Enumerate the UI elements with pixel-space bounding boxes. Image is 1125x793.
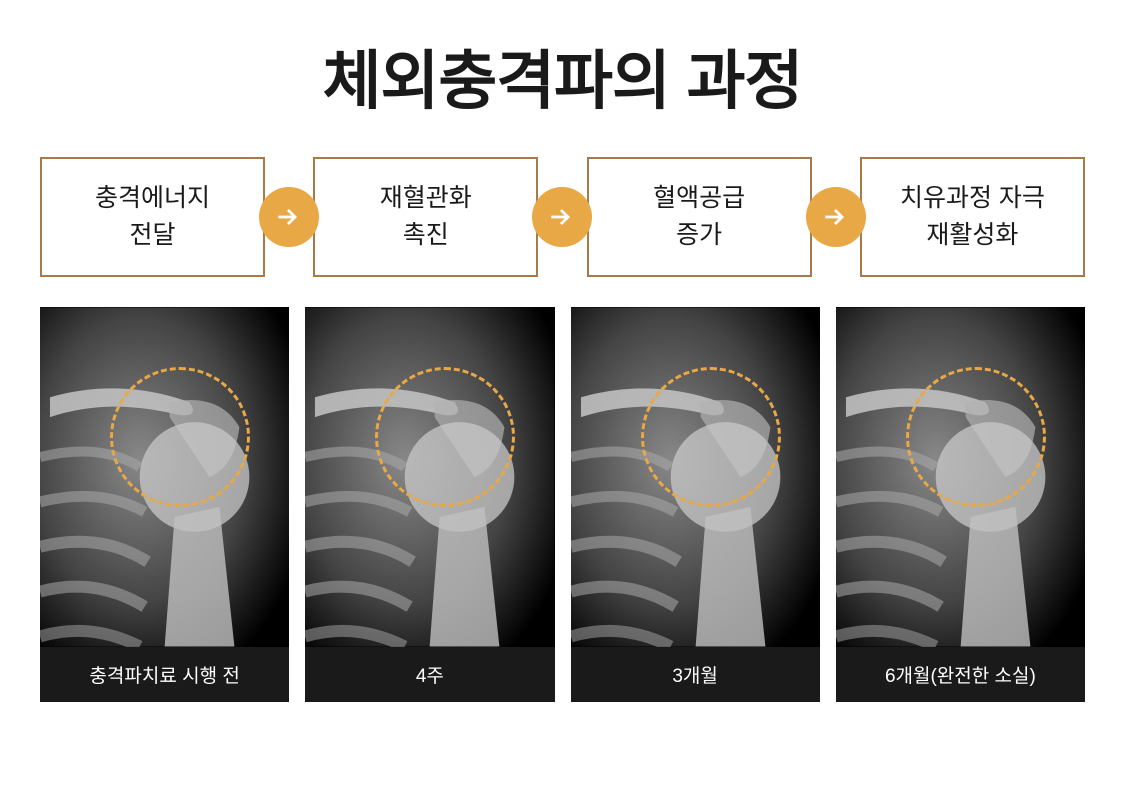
xray-image (571, 307, 820, 647)
xray-caption: 4주 (305, 647, 554, 702)
flow-step-4: 치유과정 자극재활성화 (860, 157, 1085, 277)
xray-card-4: 6개월(완전한 소실) (836, 307, 1085, 702)
xray-row: 충격파치료 시행 전 (40, 307, 1085, 702)
arrow-icon (532, 187, 592, 247)
flow-step-label: 혈액공급증가 (653, 180, 745, 255)
arrow-icon (806, 187, 866, 247)
xray-image (836, 307, 1085, 647)
flow-step-3: 혈액공급증가 (587, 157, 812, 277)
flow-step-1: 충격에너지전달 (40, 157, 265, 277)
xray-image (40, 307, 289, 647)
flow-step-2: 재혈관화촉진 (313, 157, 538, 277)
flow-step-label: 재혈관화촉진 (380, 180, 472, 255)
flow-step-label: 충격에너지전달 (95, 180, 210, 255)
arrow-icon (259, 187, 319, 247)
xray-card-2: 4주 (305, 307, 554, 702)
xray-caption: 충격파치료 시행 전 (40, 647, 289, 702)
xray-card-1: 충격파치료 시행 전 (40, 307, 289, 702)
page-title: 체외충격파의 과정 (40, 30, 1085, 122)
xray-image (305, 307, 554, 647)
flow-step-label: 치유과정 자극재활성화 (900, 180, 1045, 255)
xray-caption: 6개월(완전한 소실) (836, 647, 1085, 702)
highlight-circle (641, 367, 781, 507)
highlight-circle (375, 367, 515, 507)
highlight-circle (906, 367, 1046, 507)
xray-card-3: 3개월 (571, 307, 820, 702)
highlight-circle (110, 367, 250, 507)
xray-caption: 3개월 (571, 647, 820, 702)
flow-row: 충격에너지전달 재혈관화촉진 혈액공급증가 치유과정 자극재활성화 (40, 157, 1085, 277)
